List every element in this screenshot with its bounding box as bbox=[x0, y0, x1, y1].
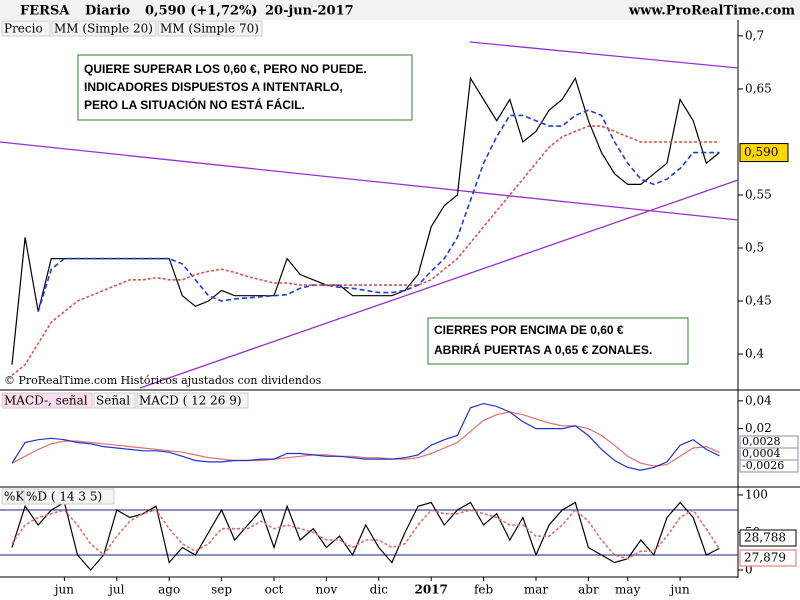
series-line bbox=[37, 109, 720, 312]
annotation: QUIERE SUPERAR LOS 0,60 €, PERO NO PUEDE… bbox=[84, 62, 367, 76]
annotation: PERO LA SITUACIÓN NO ESTÁ FÁCIL. bbox=[84, 97, 305, 112]
x-tick-label: oct bbox=[265, 583, 284, 597]
x-tick-label: jun bbox=[669, 583, 690, 597]
annotation: INDICADORES DISPUESTOS A INTENTARLO, bbox=[84, 80, 343, 94]
annotation-box bbox=[427, 317, 689, 365]
date: 20-jun-2017 bbox=[265, 4, 354, 19]
footer: © ProRealTime.com Históricos ajustados c… bbox=[4, 374, 322, 387]
legend-box bbox=[51, 20, 157, 37]
value-label: 28,788 bbox=[744, 531, 786, 545]
value-label-box bbox=[739, 459, 799, 473]
trendline bbox=[469, 41, 739, 69]
value-label: -0,0026 bbox=[742, 459, 784, 472]
series-line bbox=[11, 411, 720, 467]
symbol: FERSA bbox=[20, 4, 70, 19]
series-line bbox=[11, 508, 721, 560]
x-tick-label: ago bbox=[158, 583, 180, 597]
value-label: 0,0028 bbox=[742, 435, 781, 448]
series-line bbox=[11, 76, 720, 365]
y-tick-label: 0,04 bbox=[745, 393, 772, 407]
legend-label: MACD ( 12 26 9) bbox=[139, 394, 242, 408]
value-label-box bbox=[739, 549, 797, 567]
legend-label: %K bbox=[4, 490, 25, 504]
legend-label: MACD-, señal bbox=[4, 394, 88, 408]
legend-label: Señal bbox=[96, 394, 130, 408]
x-tick-label: 2017 bbox=[414, 583, 447, 597]
y-tick-label: 0,7 bbox=[745, 28, 764, 42]
legend-label: MM (Simple 70) bbox=[160, 22, 259, 36]
x-tick-label: mar bbox=[524, 583, 549, 597]
period: Diario bbox=[85, 4, 130, 19]
series-line bbox=[11, 402, 720, 471]
trendline bbox=[139, 179, 739, 389]
x-tick-label: nov bbox=[316, 583, 338, 597]
x-tick-label: jul bbox=[107, 583, 124, 597]
legend-box bbox=[1, 392, 93, 409]
price-label-box bbox=[739, 143, 789, 163]
legend-label: %D ( 14 3 5) bbox=[26, 490, 102, 504]
y-tick-label: 0,4 bbox=[745, 347, 764, 361]
legend-box bbox=[157, 20, 263, 37]
header-bar bbox=[0, 0, 800, 20]
y-tick-label: 0 bbox=[745, 562, 753, 576]
x-tick-label: jun bbox=[53, 583, 74, 597]
legend-box bbox=[1, 488, 23, 505]
legend-box bbox=[93, 392, 136, 409]
x-tick-label: dic bbox=[370, 583, 389, 597]
legend-label: Precio bbox=[4, 22, 43, 36]
legend-box bbox=[136, 392, 249, 409]
annotation-box bbox=[77, 54, 413, 121]
y-tick-label: 0,65 bbox=[745, 81, 772, 95]
price-label: 0,590 bbox=[744, 145, 778, 159]
price: 0,590 (+1,72%) bbox=[145, 4, 257, 19]
annotation: ABRIRÁ PUERTAS A 0,65 € ZONALES. bbox=[434, 342, 652, 357]
trendline bbox=[0, 141, 739, 221]
legend-box bbox=[23, 488, 115, 505]
y-tick-label: 0,45 bbox=[745, 294, 772, 308]
y-tick-label: 0,02 bbox=[745, 421, 772, 435]
y-tick-label: 0,55 bbox=[745, 187, 772, 201]
legend-box bbox=[1, 20, 51, 37]
y-tick-label: 100 bbox=[745, 487, 768, 501]
series-line bbox=[11, 501, 720, 571]
x-tick-label: abr bbox=[578, 583, 599, 597]
value-label: 27,879 bbox=[744, 551, 786, 565]
x-tick-label: feb bbox=[474, 583, 494, 597]
y-tick-label: 0,5 bbox=[745, 241, 764, 255]
series-line bbox=[11, 125, 720, 376]
site: www.ProRealTime.com bbox=[628, 4, 795, 19]
value-label-box bbox=[739, 529, 797, 547]
legend-label: MM (Simple 20) bbox=[54, 22, 153, 36]
x-tick-label: sep bbox=[211, 583, 232, 597]
value-label: 0,0004 bbox=[742, 447, 781, 460]
x-tick-label: may bbox=[615, 583, 641, 597]
annotation: CIERRES POR ENCIMA DE 0,60 € bbox=[434, 323, 624, 337]
